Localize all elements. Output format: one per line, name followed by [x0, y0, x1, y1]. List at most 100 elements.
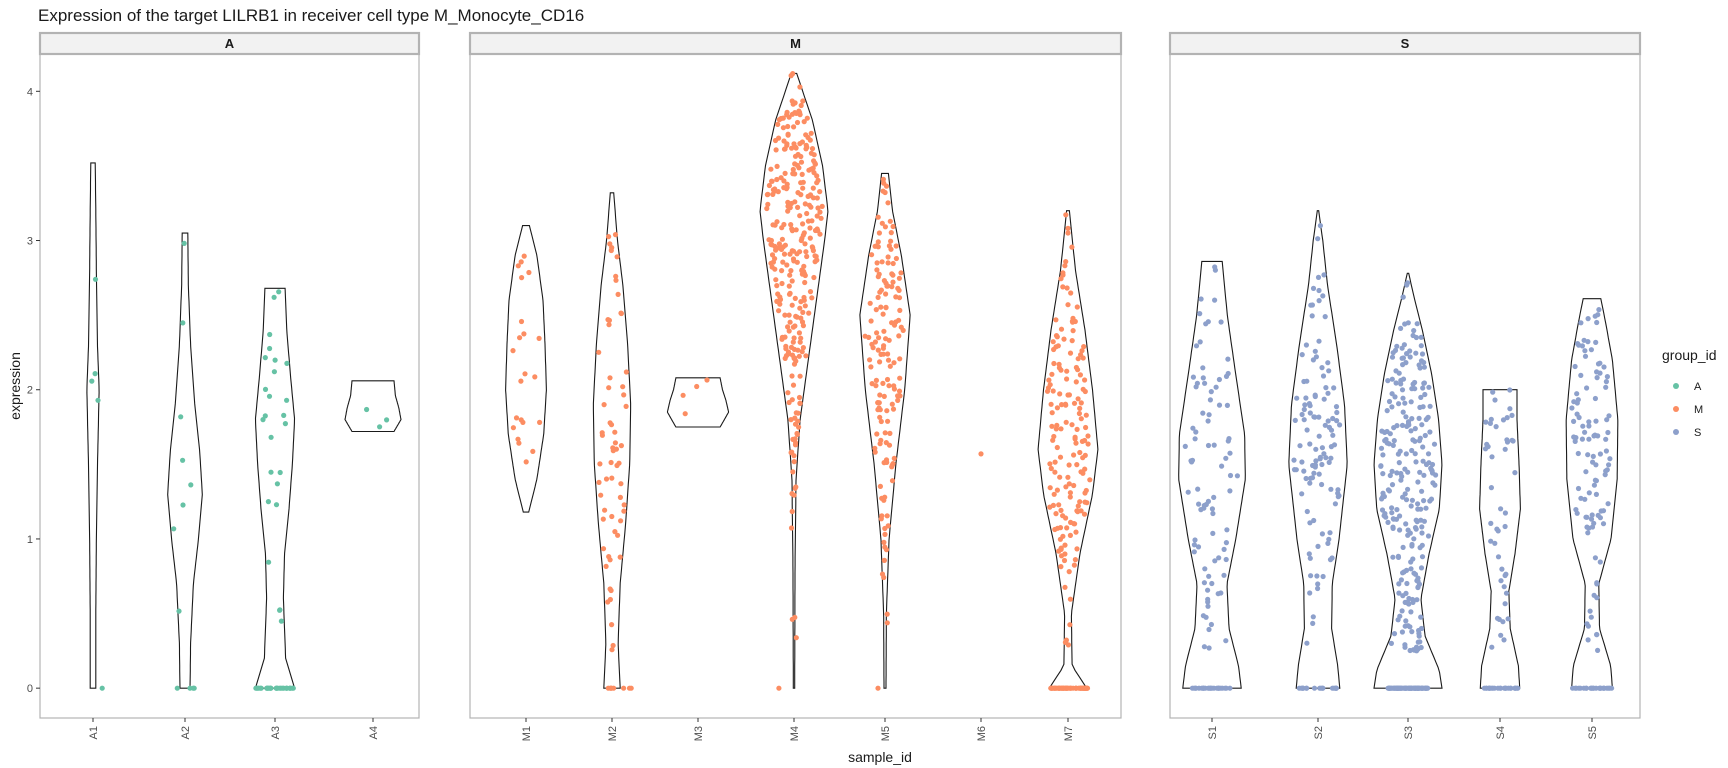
data-point	[1483, 419, 1489, 425]
data-point	[1484, 441, 1490, 447]
data-point	[1418, 334, 1424, 340]
data-point	[1307, 555, 1313, 561]
data-point	[609, 475, 615, 481]
data-point	[790, 248, 797, 254]
data-point	[792, 436, 798, 442]
data-point	[1299, 352, 1305, 358]
data-point	[1586, 490, 1592, 496]
data-point	[1063, 212, 1069, 218]
data-point	[522, 371, 528, 377]
data-point	[1590, 453, 1596, 459]
legend-label: M	[1694, 404, 1703, 416]
data-point	[775, 291, 781, 297]
data-point	[1317, 685, 1323, 691]
data-point	[1312, 348, 1318, 354]
data-point	[1058, 367, 1064, 373]
data-point	[799, 349, 805, 355]
data-point	[1411, 328, 1417, 334]
data-point	[1327, 530, 1333, 536]
data-point	[881, 393, 887, 399]
data-point	[1066, 462, 1072, 468]
data-point	[1208, 389, 1214, 395]
data-point	[801, 263, 807, 269]
data-point	[1332, 501, 1338, 507]
data-point	[866, 334, 872, 340]
facet-strip-label: M	[790, 36, 801, 51]
data-point	[790, 469, 796, 475]
data-point	[176, 608, 182, 614]
data-point	[1208, 621, 1214, 628]
data-point	[1075, 503, 1081, 509]
data-point	[876, 335, 882, 341]
data-point	[789, 302, 795, 308]
data-point	[1389, 482, 1396, 488]
data-point	[790, 324, 797, 330]
data-point	[1075, 396, 1081, 402]
data-point	[1416, 630, 1422, 637]
data-point	[1192, 537, 1198, 543]
data-point	[536, 335, 542, 341]
data-point	[1572, 438, 1578, 444]
data-point	[1569, 405, 1575, 411]
data-point	[1077, 499, 1083, 505]
data-point	[1422, 391, 1428, 398]
data-point	[1391, 516, 1397, 522]
data-point	[1050, 339, 1056, 345]
points-M6	[978, 451, 984, 457]
data-point	[1403, 618, 1409, 624]
data-point	[1423, 416, 1429, 423]
points-M4	[764, 71, 825, 691]
points-A1	[89, 276, 105, 691]
data-point	[1493, 424, 1499, 430]
data-point	[1205, 685, 1211, 691]
data-point	[787, 272, 793, 278]
data-point	[1227, 450, 1233, 456]
data-point	[1201, 580, 1207, 586]
data-point	[1512, 470, 1518, 476]
facet-strip	[38, 31, 421, 56]
data-point	[1068, 290, 1074, 296]
data-point	[1603, 436, 1609, 442]
data-point	[889, 271, 895, 277]
data-point	[1313, 458, 1319, 464]
data-point	[516, 440, 522, 446]
data-point	[889, 284, 895, 290]
y-tick-label: 2	[27, 385, 33, 397]
data-point	[606, 317, 613, 323]
data-point	[1403, 521, 1409, 527]
data-point	[1225, 356, 1231, 362]
data-point	[1588, 614, 1594, 620]
data-point	[267, 345, 273, 352]
data-point	[1399, 355, 1405, 361]
data-point	[1409, 541, 1415, 548]
data-point	[873, 383, 879, 389]
data-point	[612, 440, 619, 446]
violin-S1	[1178, 260, 1246, 691]
data-point	[1581, 685, 1587, 691]
panel-border	[39, 53, 420, 719]
data-point	[789, 278, 795, 284]
data-point	[1421, 364, 1427, 370]
data-point	[884, 408, 890, 414]
data-point	[1489, 644, 1495, 650]
data-point	[1049, 371, 1055, 377]
data-point	[1398, 470, 1404, 477]
points-S5	[1569, 307, 1615, 691]
data-point	[1329, 555, 1335, 561]
data-point	[794, 162, 801, 168]
data-point	[523, 459, 529, 465]
data-point	[1196, 685, 1202, 691]
data-point	[1397, 613, 1403, 619]
data-point	[1586, 436, 1592, 442]
data-point	[780, 259, 786, 265]
x-tick-label: A3	[270, 726, 282, 739]
data-point	[518, 318, 525, 325]
data-point	[1605, 429, 1611, 436]
data-point	[515, 436, 521, 442]
data-point	[874, 267, 880, 273]
data-point	[791, 492, 797, 498]
data-point	[1216, 685, 1222, 691]
data-point	[1223, 455, 1229, 461]
data-point	[519, 275, 525, 281]
data-point	[885, 254, 891, 260]
